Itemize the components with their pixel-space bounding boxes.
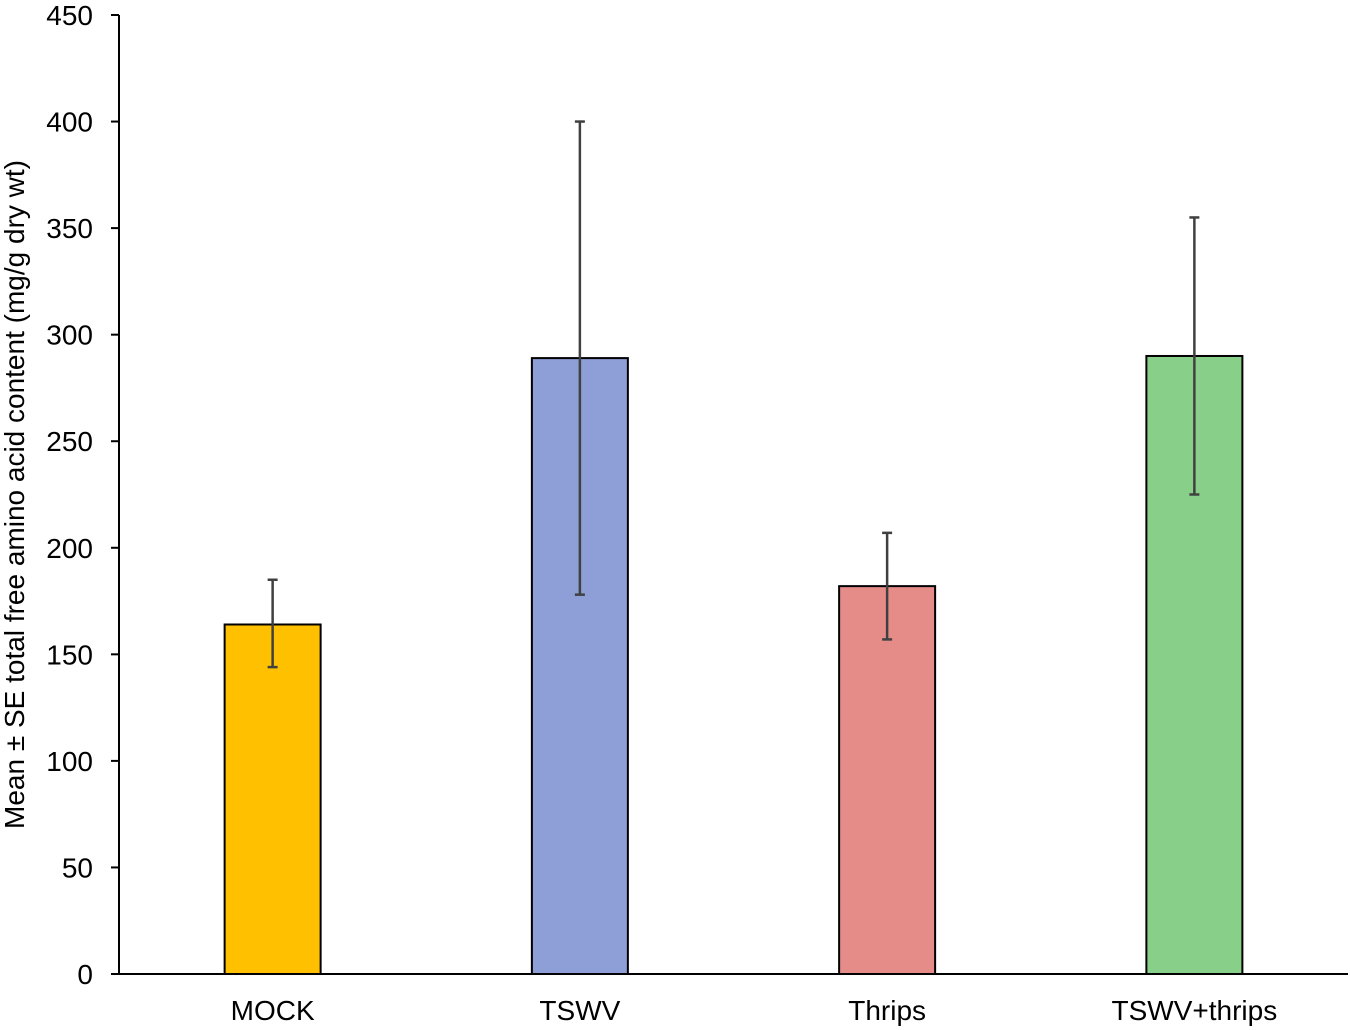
y-tick-label: 0 <box>77 959 93 990</box>
x-tick-label: TSWV <box>539 995 620 1026</box>
y-tick-label: 50 <box>62 852 93 883</box>
y-tick-label: 350 <box>46 213 93 244</box>
y-tick-label: 400 <box>46 107 93 138</box>
x-tick-label: Thrips <box>848 995 926 1026</box>
y-axis-title: Mean ± SE total free amino acid content … <box>0 160 30 829</box>
bars <box>223 354 1244 976</box>
y-tick-label: 150 <box>46 639 93 670</box>
x-tick-label: MOCK <box>231 995 315 1026</box>
x-tick-label: TSWV+thrips <box>1112 995 1278 1026</box>
bar-mock <box>223 623 322 976</box>
y-tick-label: 100 <box>46 746 93 777</box>
error-bars <box>267 120 1200 669</box>
error-bar <box>1189 216 1200 496</box>
y-tick-label: 200 <box>46 533 93 564</box>
y-tick-label: 450 <box>46 0 93 31</box>
y-tick-label: 250 <box>46 426 93 457</box>
error-bar <box>574 120 585 596</box>
error-bar <box>882 531 893 641</box>
bar-thrips <box>838 585 937 975</box>
error-bar <box>267 578 278 669</box>
y-tick-label: 300 <box>46 320 93 351</box>
y-axis-ticks: 0 50 100 150 200 250 300 350 400 450 <box>46 0 119 990</box>
x-axis-labels: MOCK TSWV Thrips TSWV+thrips <box>231 995 1278 1026</box>
